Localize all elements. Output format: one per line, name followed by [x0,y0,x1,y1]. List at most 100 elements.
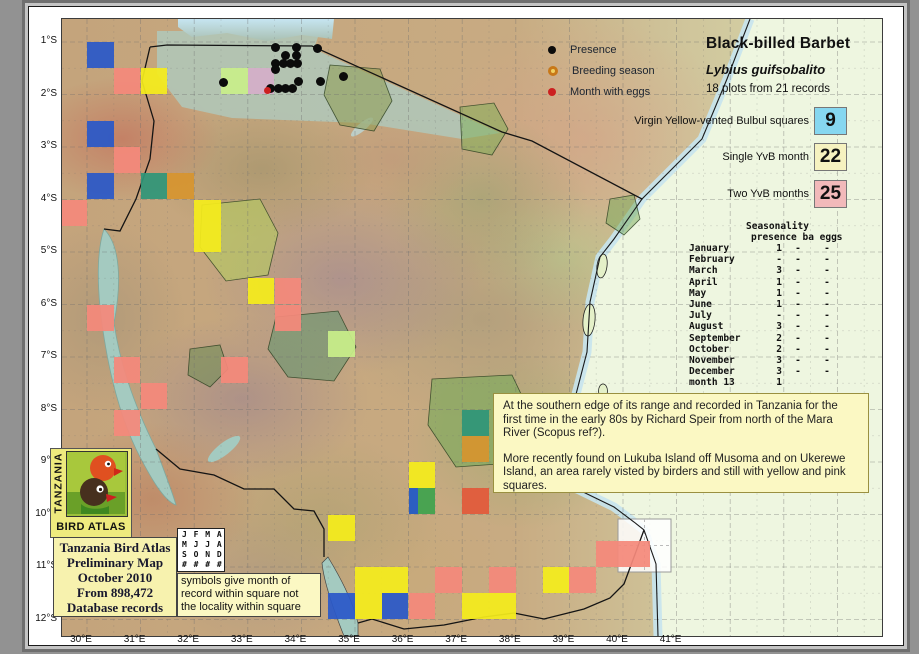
presence-dot [280,83,290,93]
lon-tick-label: 35°E [338,634,360,645]
seasonality-row: September 2- - [689,332,830,344]
lon-tick-label: 34°E [284,634,307,645]
atlas-info-line: October 2010 [77,569,153,585]
atlas-square-blue [328,593,355,620]
count-row: Two YvB months 25 [589,180,847,208]
count-row: Virgin Yellow-vented Bulbul squares 9 [589,107,847,135]
atlas-page: 1°S 2°S 3°S 4°S 5°S 6°S 7°S 8°S 9°S 10°S 11°S 12°S … [28,6,904,646]
atlas-square-pink [569,567,596,593]
logo-vertical-text: TANZANIA [52,452,65,514]
legend-item: Breeding season [548,64,655,78]
atlas-square-pink [113,409,141,436]
seasonality-row: month 13 1 [689,377,782,389]
presence-dot [291,42,301,52]
atlas-square-pink [274,304,302,331]
title-panel: Black-billed Barbet Lybius guifsobalito … [706,35,919,95]
lat-tick-label: 12°S [35,612,57,624]
symbols-note-line: the locality within square [181,601,301,613]
lat-tick-label: 9°S [40,455,57,466]
atlas-square-teal [462,409,489,436]
presence-dot [273,83,283,93]
seasonality-row: October 2- - [689,343,830,355]
atlas-square-pink [113,68,141,95]
atlas-square-pink [408,593,436,620]
lon-tick-label: 31°E [123,634,146,645]
legend-item-label: Presence [570,44,617,56]
seasonality-row: January 1- - [689,243,830,254]
atlas-square-yellow [462,593,489,620]
atlas-square-pink [113,357,141,383]
month-key-row: J F M A [182,530,223,539]
legend-item: Presence [548,43,616,57]
count-label: Two YvB months [727,188,809,200]
count-label: Virgin Yellow-vented Bulbul squares [634,115,809,127]
presence-dot [280,50,290,60]
records-count: 18 plots from 21 records [706,83,831,95]
atlas-square-pink [221,357,248,383]
atlas-square-yellow [542,567,570,593]
lat-tick-label: 2°S [40,87,57,99]
lat-tick-label: 6°S [40,297,57,309]
seasonality-row: June 1- - [689,298,830,310]
atlas-square-pink [596,540,623,567]
atlas-square-yellow [194,225,221,252]
presence-dot [312,43,322,53]
count-label: Single YvB month [722,151,809,163]
lovebirds-photo [66,451,128,517]
presence-dot [315,76,325,86]
logo-bottom-text: BIRD ATLAS [56,521,126,533]
lat-tick-label: 5°S [40,245,57,256]
atlas-info-line: From 898,472 [76,584,154,600]
atlas-square-yellow [408,462,436,488]
presence-dot [291,50,301,60]
atlas-square-pink [489,567,516,593]
lat-tick-label: 1°S [40,35,57,46]
country-border [103,44,645,630]
month-key-row: S O N D [182,550,223,559]
seasonality-header: Seasonality [746,221,809,232]
lon-tick-label: 30°E [70,634,92,645]
presence-dot [278,58,288,68]
month-key-row: M J J A [182,540,223,549]
symbols-note-box: symbols give month of record within squar… [177,573,321,617]
legend-item-label: Month with eggs [570,86,651,98]
seasonality-row: May 1- - [689,287,830,299]
presence-dot [293,76,303,86]
atlas-square-pink [87,304,114,331]
presence-dot [292,58,302,68]
seasonality-row: February - - - [689,254,830,266]
egg-dot [263,86,271,94]
atlas-square-yellow [489,593,516,620]
count-value-box: 9 [814,107,847,135]
legend-item: Month with eggs [548,85,650,99]
atlas-square-orange [462,435,489,462]
seasonality-table: Seasonality presence ba eggs January 1- - F… [689,221,854,388]
atlas-square-redorange [462,488,489,515]
atlas-square-yellow [381,567,409,593]
count-row: Single YvB month 22 [589,143,847,171]
atlas-square-blue [381,593,409,620]
month-key-row: # # # # [182,560,223,569]
count-value-box: 25 [814,180,847,208]
atlas-square-yellow [194,199,221,226]
symbols-note-line: symbols give month of [181,575,291,587]
atlas-square-blue [87,42,114,68]
lat-tick-label: 10°S [35,507,57,519]
atlas-info-line: Database records [66,599,164,615]
lat-tick-label: 8°S [40,402,57,414]
atlas-info-box: Tanzania Bird Atlas Preliminary Map Octobe… [53,537,177,617]
legend-dot-icon [548,46,556,54]
legend-dot-icon [548,66,558,76]
presence-dot [218,77,228,87]
seasonality-row: April 1- - [689,276,830,288]
graticule [62,19,882,636]
lon-tick-label: 41°E [659,634,682,645]
note-paragraph-2: More recently found on Lukuba Island off… [503,452,846,492]
atlas-square-yellow [328,514,355,541]
lon-tick-label: 33°E [230,634,253,645]
seasonality-col-header: presence ba eggs [751,232,843,243]
seasonality-row: November 3- - [689,354,830,366]
species-latin-name: Lybius guifsobalito [706,62,826,77]
atlas-square-pink [62,199,87,226]
